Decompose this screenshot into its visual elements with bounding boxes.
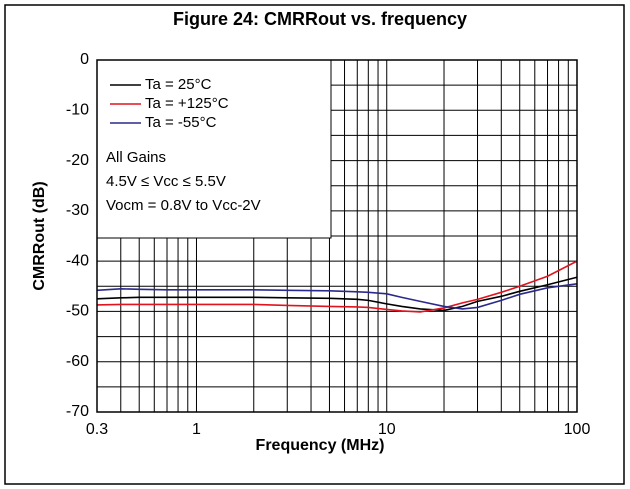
- y-axis-label: CMRRout (dB): [31, 181, 48, 290]
- legend-box: [96, 59, 332, 239]
- x-axis-label: Frequency (MHz): [256, 437, 385, 454]
- chart-title: Figure 24: CMRRout vs. frequency: [173, 9, 467, 29]
- y-tick-label: -20: [66, 152, 89, 169]
- annotation: Vocm = 0.8V to Vcc-2V: [106, 197, 261, 214]
- y-tick-label: -70: [66, 403, 89, 420]
- y-tick-label: -40: [66, 252, 89, 269]
- y-tick-label: -50: [66, 303, 89, 320]
- y-tick-label: 0: [80, 51, 89, 68]
- legend-label: Ta = -55°C: [145, 114, 217, 131]
- plot-border: [96, 59, 578, 413]
- series-line: [96, 260, 578, 313]
- x-tick-label: 1: [192, 421, 201, 438]
- annotation: All Gains: [106, 149, 166, 166]
- series-line: [96, 276, 578, 312]
- x-tick-label: 0.3: [86, 421, 108, 438]
- annotation: 4.5V ≤ Vcc ≤ 5.5V: [106, 173, 226, 190]
- x-tick-label: 10: [378, 421, 396, 438]
- y-tick-label: -60: [66, 353, 89, 370]
- x-tick-label: 100: [564, 421, 591, 438]
- y-tick-label: -10: [66, 102, 89, 119]
- legend-label: Ta = +125°C: [145, 95, 229, 112]
- series-line: [96, 282, 578, 310]
- legend-label: Ta = 25°C: [145, 76, 212, 93]
- y-tick-label: -30: [66, 202, 89, 219]
